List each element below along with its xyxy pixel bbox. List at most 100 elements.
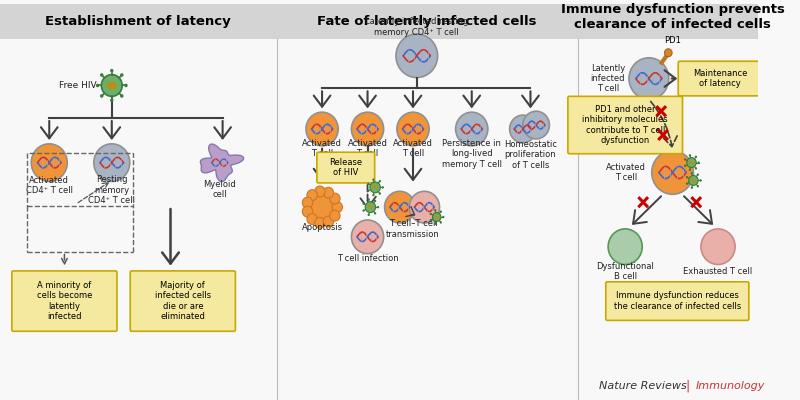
Circle shape [456, 112, 488, 146]
Circle shape [686, 182, 688, 185]
Circle shape [690, 172, 693, 174]
Circle shape [31, 144, 67, 182]
Circle shape [396, 34, 438, 78]
Circle shape [314, 186, 325, 197]
Circle shape [684, 158, 686, 160]
Circle shape [608, 229, 642, 264]
FancyBboxPatch shape [606, 282, 749, 320]
Circle shape [629, 58, 669, 99]
Circle shape [378, 180, 381, 182]
Circle shape [351, 220, 384, 254]
Text: PD1: PD1 [665, 36, 682, 45]
FancyBboxPatch shape [568, 96, 682, 154]
Circle shape [689, 176, 698, 185]
Text: T cell infection: T cell infection [337, 254, 398, 263]
Text: Activated
T cell: Activated T cell [606, 163, 646, 182]
Circle shape [434, 222, 436, 225]
Circle shape [100, 73, 103, 77]
Text: Latently infected resting
memory CD4⁺ T cell: Latently infected resting memory CD4⁺ T … [365, 18, 469, 37]
Text: A minority of
cells become
latently
infected: A minority of cells become latently infe… [37, 281, 92, 321]
Circle shape [382, 186, 384, 188]
Polygon shape [200, 144, 244, 182]
Text: Establishment of latency: Establishment of latency [46, 15, 231, 28]
FancyBboxPatch shape [678, 61, 762, 96]
Circle shape [323, 187, 334, 198]
Text: Dysfunctional
B cell: Dysfunctional B cell [596, 262, 654, 281]
Circle shape [434, 209, 436, 212]
Text: Myeloid
cell: Myeloid cell [203, 180, 236, 199]
Text: Activated
CD4⁺ T cell: Activated CD4⁺ T cell [26, 176, 73, 195]
Circle shape [94, 144, 130, 182]
Circle shape [430, 219, 432, 221]
Circle shape [332, 202, 342, 212]
Circle shape [385, 191, 415, 223]
Circle shape [307, 190, 318, 201]
Circle shape [367, 190, 370, 192]
Circle shape [323, 216, 334, 227]
Text: |: | [686, 380, 690, 393]
Circle shape [697, 174, 699, 176]
Circle shape [367, 214, 370, 216]
Circle shape [699, 179, 702, 182]
Circle shape [433, 212, 441, 222]
Circle shape [410, 191, 439, 223]
Circle shape [306, 112, 338, 146]
Circle shape [652, 151, 694, 194]
Text: Free HIV: Free HIV [59, 81, 97, 90]
Circle shape [372, 178, 374, 181]
Text: Latently
infected
T cell: Latently infected T cell [590, 64, 625, 94]
Text: Resting
memory
CD4⁺ T cell: Resting memory CD4⁺ T cell [88, 176, 135, 205]
Circle shape [442, 216, 445, 218]
Circle shape [698, 162, 700, 164]
Text: Apoptosis: Apoptosis [302, 224, 342, 232]
Text: Nature Reviews: Nature Reviews [598, 381, 686, 391]
Circle shape [690, 186, 693, 189]
Circle shape [510, 115, 536, 143]
Circle shape [378, 192, 381, 195]
Circle shape [351, 112, 384, 146]
Circle shape [110, 69, 114, 72]
Circle shape [686, 158, 696, 168]
Circle shape [367, 198, 370, 201]
FancyBboxPatch shape [317, 152, 374, 183]
Circle shape [697, 185, 699, 188]
Circle shape [430, 213, 432, 215]
Circle shape [701, 229, 735, 264]
Circle shape [440, 210, 442, 213]
Text: Immune dysfunction reduces
the clearance of infected cells: Immune dysfunction reduces the clearance… [614, 291, 741, 311]
Circle shape [302, 206, 313, 217]
Circle shape [665, 49, 672, 57]
Circle shape [374, 200, 376, 202]
Circle shape [314, 217, 325, 228]
Circle shape [367, 183, 370, 185]
Circle shape [124, 84, 128, 87]
Text: Activated
T cell: Activated T cell [393, 139, 433, 158]
Circle shape [96, 84, 99, 87]
Circle shape [372, 194, 374, 196]
Circle shape [102, 74, 122, 96]
Text: Majority of
infected cells
die or are
eliminated: Majority of infected cells die or are el… [154, 281, 211, 321]
Text: Immune dysfunction prevents
clearance of infected cells: Immune dysfunction prevents clearance of… [561, 3, 785, 31]
Text: Persistence in
long-lived
memory T cell: Persistence in long-lived memory T cell [442, 139, 502, 169]
Circle shape [374, 212, 376, 214]
Circle shape [362, 209, 365, 212]
Text: T cell–T cell
transmission: T cell–T cell transmission [386, 219, 440, 238]
Text: Activated
T cell: Activated T cell [302, 139, 342, 158]
Circle shape [694, 156, 697, 158]
Text: PD1 and other
inhibitory molecules
contribute to T cell
dysfunction: PD1 and other inhibitory molecules contr… [582, 105, 668, 145]
FancyBboxPatch shape [12, 271, 117, 331]
Circle shape [397, 112, 429, 146]
Circle shape [686, 176, 688, 178]
Text: Exhausted T cell: Exhausted T cell [683, 267, 753, 276]
Circle shape [365, 202, 375, 212]
Circle shape [370, 182, 380, 193]
Text: Activated
T cell: Activated T cell [348, 139, 387, 158]
Circle shape [689, 169, 691, 171]
Circle shape [377, 206, 379, 208]
Circle shape [120, 73, 123, 77]
Circle shape [110, 98, 114, 102]
Circle shape [689, 154, 691, 156]
Circle shape [694, 167, 697, 170]
Circle shape [330, 193, 340, 204]
Circle shape [307, 191, 338, 223]
